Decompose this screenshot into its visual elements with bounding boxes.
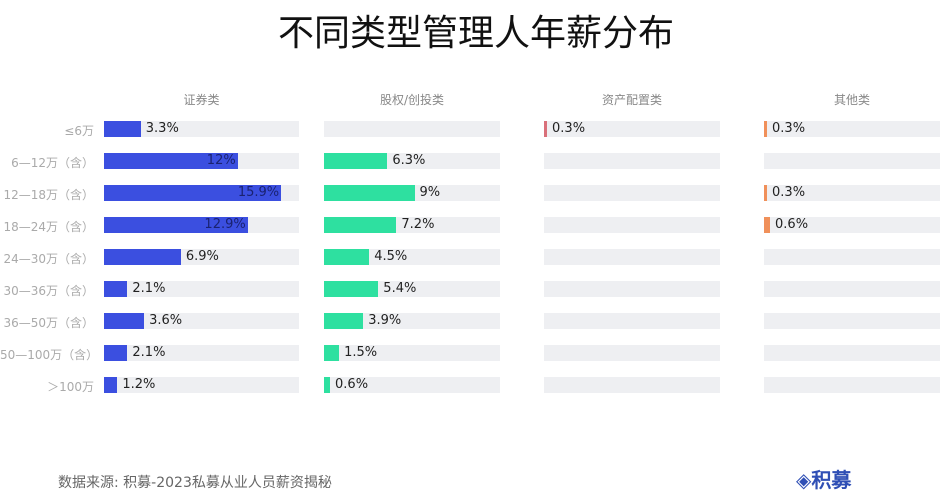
bar-track xyxy=(544,377,720,393)
bar-track xyxy=(324,345,500,361)
bar xyxy=(544,121,548,137)
category-label: 50—100万（含） xyxy=(0,348,99,362)
category-label: 24—30万（含） xyxy=(3,252,94,266)
bar xyxy=(324,153,388,169)
bar xyxy=(104,121,141,137)
bar xyxy=(324,185,415,201)
category-label: ＞100万 xyxy=(47,380,94,394)
bar xyxy=(324,281,379,297)
bar-track xyxy=(764,313,940,329)
data-label: 1.5% xyxy=(344,345,378,360)
bar xyxy=(104,345,128,361)
bar-track xyxy=(764,121,940,137)
data-label: 15.9% xyxy=(237,185,280,200)
bar-track xyxy=(104,121,299,137)
bar xyxy=(764,121,768,137)
data-label: 0.3% xyxy=(552,121,586,136)
data-label: 7.2% xyxy=(401,217,435,232)
bar xyxy=(324,217,397,233)
bar-track xyxy=(764,345,940,361)
data-label: 3.6% xyxy=(149,313,183,328)
logo: ◈积募 xyxy=(796,464,851,493)
bar-track xyxy=(764,217,940,233)
series-header: 股权/创投类 xyxy=(379,93,445,107)
data-label: 0.6% xyxy=(775,217,809,232)
bar-track xyxy=(544,345,720,361)
bar-track xyxy=(104,281,299,297)
data-label: 12.9% xyxy=(204,217,246,232)
bar xyxy=(324,377,331,393)
bar-track xyxy=(324,377,500,393)
bar xyxy=(104,249,181,265)
bar xyxy=(104,185,282,201)
data-label: 6.9% xyxy=(185,249,219,264)
bar xyxy=(104,313,145,329)
series-header: 其他类 xyxy=(833,93,870,107)
logo-text: 积募 xyxy=(811,468,852,492)
category-label: ≤6万 xyxy=(64,124,94,138)
bar-track xyxy=(544,121,720,137)
bar-track xyxy=(324,121,500,137)
series-header: 证券类 xyxy=(183,93,220,107)
category-label: 36—50万（含） xyxy=(3,316,94,330)
bar xyxy=(764,185,768,201)
category-label: 18—24万（含） xyxy=(3,220,94,234)
data-label: 9% xyxy=(419,185,441,200)
bar-track xyxy=(544,185,720,201)
bar-track xyxy=(544,281,720,297)
series-header: 资产配置类 xyxy=(601,93,662,107)
data-label: 0.3% xyxy=(772,185,806,200)
bar xyxy=(324,345,340,361)
data-label: 0.3% xyxy=(772,121,806,136)
data-label: 3.3% xyxy=(145,121,179,136)
data-label: 1.2% xyxy=(122,377,156,392)
data-label: 3.9% xyxy=(368,313,402,328)
bar xyxy=(104,217,248,233)
bar xyxy=(104,281,128,297)
category-label: 30—36万（含） xyxy=(3,284,94,298)
bar xyxy=(104,153,238,169)
chart-title: 不同类型管理人年薪分布 xyxy=(277,13,674,54)
data-label: 4.5% xyxy=(374,249,408,264)
bar-track xyxy=(544,217,720,233)
data-label: 5.4% xyxy=(383,281,417,296)
logo-icon: ◈ xyxy=(796,468,812,492)
data-label: 0.6% xyxy=(335,377,369,392)
data-label: 2.1% xyxy=(132,281,166,296)
bar-track xyxy=(104,313,299,329)
bar-track xyxy=(764,185,940,201)
bar-track xyxy=(544,153,720,169)
source-note: 数据来源: 积募-2023私募从业人员薪资揭秘 xyxy=(58,475,332,491)
bar xyxy=(324,249,370,265)
data-label: 12% xyxy=(206,153,236,168)
bar-track xyxy=(764,377,940,393)
bar xyxy=(764,217,771,233)
data-label: 2.1% xyxy=(132,345,166,360)
bar-track xyxy=(764,281,940,297)
bar-track xyxy=(544,249,720,265)
data-label: 6.3% xyxy=(392,153,426,168)
category-label: 6—12万（含） xyxy=(11,156,94,170)
bar xyxy=(104,377,118,393)
bar-track xyxy=(764,249,940,265)
bar-track xyxy=(104,377,299,393)
bar-track xyxy=(544,313,720,329)
bar xyxy=(324,313,364,329)
bar-track xyxy=(764,153,940,169)
bar-track xyxy=(324,313,500,329)
category-label: 12—18万（含） xyxy=(3,188,94,202)
bar-track xyxy=(104,345,299,361)
